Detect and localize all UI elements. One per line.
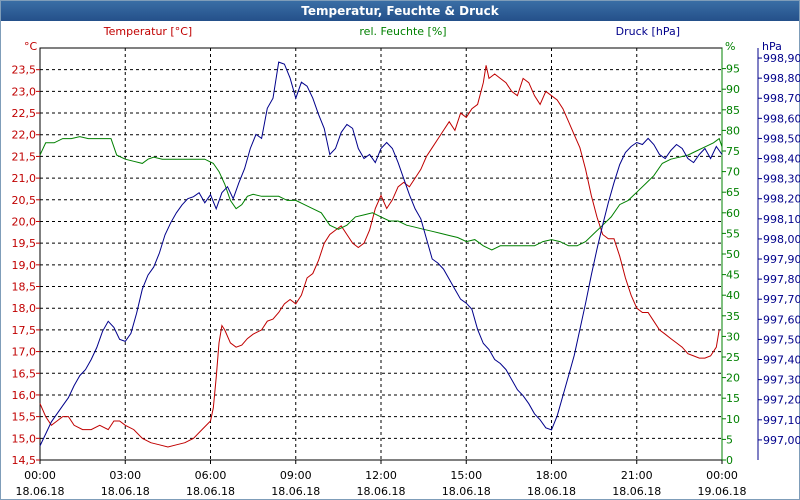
window-title: Temperatur, Feuchte & Druck <box>1 1 799 21</box>
x-tick-date-label: 18.06.18 <box>16 485 65 498</box>
pressure-tick-label: 998,70 <box>763 92 800 105</box>
x-tick-time-label: 06:00 <box>195 469 227 482</box>
humidity-tick-label: 60 <box>726 207 740 220</box>
temperature-tick-label: 20,0 <box>12 215 37 228</box>
temperature-tick-label: 16,0 <box>12 389 37 402</box>
pressure-tick-label: 998,90 <box>763 52 800 65</box>
pressure-unit-label: hPa <box>762 40 782 53</box>
pressure-tick-label: 997,40 <box>763 354 800 367</box>
temperature-tick-label: 18,5 <box>12 281 37 294</box>
x-tick-time-label: 09:00 <box>280 469 312 482</box>
temperature-tick-label: 20,5 <box>12 194 37 207</box>
x-tick-date-label: 18.06.18 <box>357 485 406 498</box>
humidity-series-line <box>39 136 723 251</box>
pressure-series-label: Druck [hPa] <box>616 25 680 38</box>
pressure-tick-label: 997,90 <box>763 253 800 266</box>
temperature-tick-label: 21,5 <box>12 150 37 163</box>
temperature-tick-label: 21,0 <box>12 172 37 185</box>
pressure-tick-label: 997,50 <box>763 333 800 346</box>
humidity-tick-label: 55 <box>726 227 740 240</box>
pressure-tick-label: 997,00 <box>763 434 800 447</box>
x-tick-time-label: 15:00 <box>450 469 482 482</box>
humidity-tick-label: 20 <box>726 372 740 385</box>
pressure-tick-label: 998,50 <box>763 132 800 145</box>
temperature-tick-label: 23,5 <box>12 64 37 77</box>
x-tick-time-label: 21:00 <box>621 469 653 482</box>
x-tick-time-label: 12:00 <box>365 469 397 482</box>
x-tick-date-label: 19.06.18 <box>698 485 747 498</box>
temperature-tick-label: 15,0 <box>12 432 37 445</box>
x-tick-time-label: 18:00 <box>536 469 568 482</box>
pressure-tick-label: 997,20 <box>763 394 800 407</box>
x-tick-time-label: 03:00 <box>109 469 141 482</box>
temperature-series-line <box>39 65 720 448</box>
humidity-tick-label: 40 <box>726 289 740 302</box>
pressure-tick-label: 997,10 <box>763 414 800 427</box>
humidity-tick-label: 5 <box>726 433 733 446</box>
humidity-tick-label: 70 <box>726 166 740 179</box>
humidity-tick-label: 10 <box>726 413 740 426</box>
temperature-tick-label: 17,0 <box>12 346 37 359</box>
pressure-tick-label: 997,70 <box>763 293 800 306</box>
temperature-tick-label: 18,0 <box>12 302 37 315</box>
pressure-tick-label: 997,60 <box>763 313 800 326</box>
x-tick-date-label: 18.06.18 <box>612 485 661 498</box>
x-tick-date-label: 18.06.18 <box>101 485 150 498</box>
pressure-tick-label: 998,20 <box>763 193 800 206</box>
humidity-tick-label: 95 <box>726 63 740 76</box>
temperature-tick-label: 17,5 <box>12 324 37 337</box>
temperature-tick-label: 22,5 <box>12 107 37 120</box>
temperature-tick-label: 23,0 <box>12 85 37 98</box>
humidity-tick-label: 85 <box>726 104 740 117</box>
pressure-tick-label: 998,10 <box>763 213 800 226</box>
temperature-tick-label: 16,5 <box>12 367 37 380</box>
pressure-tick-label: 998,00 <box>763 233 800 246</box>
x-tick-date-label: 18.06.18 <box>442 485 491 498</box>
temperature-tick-label: 19,0 <box>12 259 37 272</box>
humidity-tick-label: 25 <box>726 351 740 364</box>
x-tick-time-label: 00:00 <box>24 469 56 482</box>
humidity-unit-label: % <box>725 40 735 53</box>
temperature-tick-label: 14,5 <box>12 454 37 467</box>
humidity-tick-label: 0 <box>726 454 733 467</box>
x-tick-date-label: 18.06.18 <box>271 485 320 498</box>
pressure-tick-label: 998,40 <box>763 153 800 166</box>
x-tick-date-label: 18.06.18 <box>527 485 576 498</box>
pressure-series-line <box>39 61 723 447</box>
temperature-tick-label: 15,5 <box>12 411 37 424</box>
temperature-unit-label: °C <box>24 40 38 53</box>
humidity-tick-label: 90 <box>726 83 740 96</box>
humidity-tick-label: 80 <box>726 124 740 137</box>
pressure-tick-label: 998,30 <box>763 173 800 186</box>
humidity-tick-label: 35 <box>726 310 740 323</box>
pressure-tick-label: 997,30 <box>763 374 800 387</box>
temperature-tick-label: 22,0 <box>12 129 37 142</box>
x-tick-date-label: 18.06.18 <box>186 485 235 498</box>
x-tick-time-label: 00:00 <box>706 469 738 482</box>
humidity-tick-label: 15 <box>726 392 740 405</box>
humidity-tick-label: 45 <box>726 269 740 282</box>
pressure-tick-label: 997,80 <box>763 273 800 286</box>
humidity-tick-label: 65 <box>726 186 740 199</box>
temperature-tick-label: 19,5 <box>12 237 37 250</box>
humidity-series-label: rel. Feuchte [%] <box>359 25 446 38</box>
temperature-series-label: Temperatur [°C] <box>103 25 192 38</box>
humidity-tick-label: 75 <box>726 145 740 158</box>
pressure-tick-label: 998,80 <box>763 72 800 85</box>
pressure-tick-label: 998,60 <box>763 112 800 125</box>
humidity-tick-label: 50 <box>726 248 740 261</box>
humidity-tick-label: 30 <box>726 330 740 343</box>
